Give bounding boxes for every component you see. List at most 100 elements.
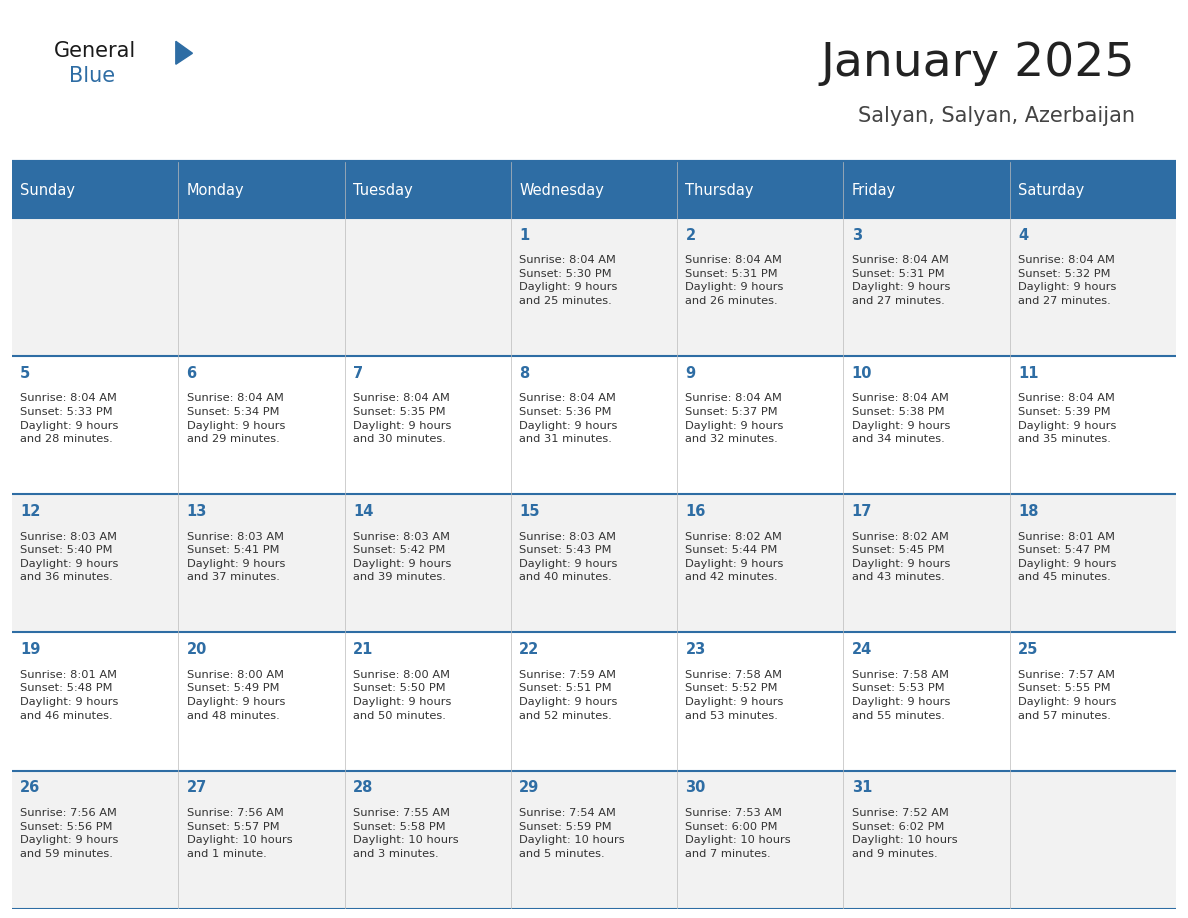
Text: Sunrise: 8:02 AM
Sunset: 5:44 PM
Daylight: 9 hours
and 42 minutes.: Sunrise: 8:02 AM Sunset: 5:44 PM Dayligh…: [685, 532, 784, 582]
Bar: [12, 494, 178, 633]
Bar: [12, 633, 178, 770]
Text: Sunrise: 8:01 AM
Sunset: 5:47 PM
Daylight: 9 hours
and 45 minutes.: Sunrise: 8:01 AM Sunset: 5:47 PM Dayligh…: [1018, 532, 1117, 582]
Text: 2: 2: [685, 228, 696, 242]
Bar: [178, 162, 345, 218]
Bar: [345, 633, 511, 770]
Text: 19: 19: [20, 642, 40, 657]
Text: 23: 23: [685, 642, 706, 657]
Text: Thursday: Thursday: [685, 183, 754, 197]
Text: Sunrise: 8:01 AM
Sunset: 5:48 PM
Daylight: 9 hours
and 46 minutes.: Sunrise: 8:01 AM Sunset: 5:48 PM Dayligh…: [20, 670, 119, 721]
Bar: [12, 162, 178, 218]
Text: Sunrise: 7:52 AM
Sunset: 6:02 PM
Daylight: 10 hours
and 9 minutes.: Sunrise: 7:52 AM Sunset: 6:02 PM Dayligh…: [852, 808, 958, 858]
Bar: [1010, 494, 1176, 633]
Bar: [677, 162, 843, 218]
Bar: [12, 218, 178, 356]
Text: 29: 29: [519, 780, 539, 795]
Text: 14: 14: [353, 504, 373, 519]
Text: 13: 13: [187, 504, 207, 519]
Bar: [511, 162, 677, 218]
Bar: [178, 770, 345, 909]
Bar: [178, 356, 345, 494]
Bar: [178, 494, 345, 633]
Bar: [1010, 356, 1176, 494]
Text: Sunrise: 8:00 AM
Sunset: 5:50 PM
Daylight: 9 hours
and 50 minutes.: Sunrise: 8:00 AM Sunset: 5:50 PM Dayligh…: [353, 670, 451, 721]
Text: 11: 11: [1018, 365, 1038, 381]
Text: Sunrise: 8:04 AM
Sunset: 5:35 PM
Daylight: 9 hours
and 30 minutes.: Sunrise: 8:04 AM Sunset: 5:35 PM Dayligh…: [353, 394, 451, 444]
Text: 3: 3: [852, 228, 862, 242]
Bar: [345, 218, 511, 356]
Bar: [677, 218, 843, 356]
Text: 8: 8: [519, 365, 530, 381]
Bar: [1010, 162, 1176, 218]
Bar: [12, 356, 178, 494]
Bar: [345, 770, 511, 909]
Text: Sunrise: 8:02 AM
Sunset: 5:45 PM
Daylight: 9 hours
and 43 minutes.: Sunrise: 8:02 AM Sunset: 5:45 PM Dayligh…: [852, 532, 950, 582]
Text: Saturday: Saturday: [1018, 183, 1085, 197]
Text: Sunrise: 8:03 AM
Sunset: 5:41 PM
Daylight: 9 hours
and 37 minutes.: Sunrise: 8:03 AM Sunset: 5:41 PM Dayligh…: [187, 532, 285, 582]
Text: Sunrise: 8:03 AM
Sunset: 5:42 PM
Daylight: 9 hours
and 39 minutes.: Sunrise: 8:03 AM Sunset: 5:42 PM Dayligh…: [353, 532, 451, 582]
Text: Sunrise: 7:55 AM
Sunset: 5:58 PM
Daylight: 10 hours
and 3 minutes.: Sunrise: 7:55 AM Sunset: 5:58 PM Dayligh…: [353, 808, 459, 858]
Text: Sunrise: 8:04 AM
Sunset: 5:34 PM
Daylight: 9 hours
and 29 minutes.: Sunrise: 8:04 AM Sunset: 5:34 PM Dayligh…: [187, 394, 285, 444]
Text: Wednesday: Wednesday: [519, 183, 604, 197]
Text: 25: 25: [1018, 642, 1038, 657]
Bar: [843, 633, 1010, 770]
Text: Tuesday: Tuesday: [353, 183, 412, 197]
Text: 18: 18: [1018, 504, 1038, 519]
Text: Sunrise: 7:53 AM
Sunset: 6:00 PM
Daylight: 10 hours
and 7 minutes.: Sunrise: 7:53 AM Sunset: 6:00 PM Dayligh…: [685, 808, 791, 858]
Text: 1: 1: [519, 228, 530, 242]
Text: Sunrise: 8:03 AM
Sunset: 5:43 PM
Daylight: 9 hours
and 40 minutes.: Sunrise: 8:03 AM Sunset: 5:43 PM Dayligh…: [519, 532, 618, 582]
Bar: [511, 633, 677, 770]
Text: 31: 31: [852, 780, 872, 795]
Text: Salyan, Salyan, Azerbaijan: Salyan, Salyan, Azerbaijan: [858, 106, 1135, 126]
Text: 12: 12: [20, 504, 40, 519]
Text: 9: 9: [685, 365, 696, 381]
Text: Sunrise: 8:03 AM
Sunset: 5:40 PM
Daylight: 9 hours
and 36 minutes.: Sunrise: 8:03 AM Sunset: 5:40 PM Dayligh…: [20, 532, 119, 582]
Text: 4: 4: [1018, 228, 1029, 242]
Text: 15: 15: [519, 504, 539, 519]
Text: Sunrise: 7:54 AM
Sunset: 5:59 PM
Daylight: 10 hours
and 5 minutes.: Sunrise: 7:54 AM Sunset: 5:59 PM Dayligh…: [519, 808, 625, 858]
Text: 16: 16: [685, 504, 706, 519]
Bar: [511, 356, 677, 494]
Text: Sunrise: 7:58 AM
Sunset: 5:53 PM
Daylight: 9 hours
and 55 minutes.: Sunrise: 7:58 AM Sunset: 5:53 PM Dayligh…: [852, 670, 950, 721]
Text: 26: 26: [20, 780, 40, 795]
Text: Sunrise: 7:56 AM
Sunset: 5:56 PM
Daylight: 9 hours
and 59 minutes.: Sunrise: 7:56 AM Sunset: 5:56 PM Dayligh…: [20, 808, 119, 858]
Text: 24: 24: [852, 642, 872, 657]
Text: January 2025: January 2025: [820, 41, 1135, 86]
Text: Sunrise: 8:04 AM
Sunset: 5:32 PM
Daylight: 9 hours
and 27 minutes.: Sunrise: 8:04 AM Sunset: 5:32 PM Dayligh…: [1018, 255, 1117, 306]
Text: Sunrise: 7:56 AM
Sunset: 5:57 PM
Daylight: 10 hours
and 1 minute.: Sunrise: 7:56 AM Sunset: 5:57 PM Dayligh…: [187, 808, 292, 858]
Bar: [843, 770, 1010, 909]
Text: Sunrise: 7:57 AM
Sunset: 5:55 PM
Daylight: 9 hours
and 57 minutes.: Sunrise: 7:57 AM Sunset: 5:55 PM Dayligh…: [1018, 670, 1117, 721]
Bar: [677, 356, 843, 494]
Text: Sunrise: 8:04 AM
Sunset: 5:37 PM
Daylight: 9 hours
and 32 minutes.: Sunrise: 8:04 AM Sunset: 5:37 PM Dayligh…: [685, 394, 784, 444]
Bar: [843, 356, 1010, 494]
Bar: [843, 218, 1010, 356]
Bar: [677, 633, 843, 770]
Text: Sunday: Sunday: [20, 183, 75, 197]
Text: 7: 7: [353, 365, 364, 381]
Text: Sunrise: 8:04 AM
Sunset: 5:33 PM
Daylight: 9 hours
and 28 minutes.: Sunrise: 8:04 AM Sunset: 5:33 PM Dayligh…: [20, 394, 119, 444]
Bar: [1010, 770, 1176, 909]
Text: Sunrise: 8:04 AM
Sunset: 5:38 PM
Daylight: 9 hours
and 34 minutes.: Sunrise: 8:04 AM Sunset: 5:38 PM Dayligh…: [852, 394, 950, 444]
Text: 28: 28: [353, 780, 373, 795]
Bar: [1010, 633, 1176, 770]
Text: Sunrise: 8:04 AM
Sunset: 5:31 PM
Daylight: 9 hours
and 26 minutes.: Sunrise: 8:04 AM Sunset: 5:31 PM Dayligh…: [685, 255, 784, 306]
Bar: [178, 218, 345, 356]
Text: Blue: Blue: [69, 66, 115, 86]
Text: 20: 20: [187, 642, 207, 657]
Text: 27: 27: [187, 780, 207, 795]
Text: 17: 17: [852, 504, 872, 519]
Bar: [345, 356, 511, 494]
Bar: [677, 770, 843, 909]
Text: 30: 30: [685, 780, 706, 795]
Text: Sunrise: 7:58 AM
Sunset: 5:52 PM
Daylight: 9 hours
and 53 minutes.: Sunrise: 7:58 AM Sunset: 5:52 PM Dayligh…: [685, 670, 784, 721]
Text: 5: 5: [20, 365, 31, 381]
Text: Monday: Monday: [187, 183, 245, 197]
Text: 10: 10: [852, 365, 872, 381]
Bar: [843, 162, 1010, 218]
Bar: [345, 494, 511, 633]
Text: Sunrise: 8:04 AM
Sunset: 5:31 PM
Daylight: 9 hours
and 27 minutes.: Sunrise: 8:04 AM Sunset: 5:31 PM Dayligh…: [852, 255, 950, 306]
Text: 22: 22: [519, 642, 539, 657]
Bar: [511, 494, 677, 633]
Text: Sunrise: 8:00 AM
Sunset: 5:49 PM
Daylight: 9 hours
and 48 minutes.: Sunrise: 8:00 AM Sunset: 5:49 PM Dayligh…: [187, 670, 285, 721]
Bar: [345, 162, 511, 218]
